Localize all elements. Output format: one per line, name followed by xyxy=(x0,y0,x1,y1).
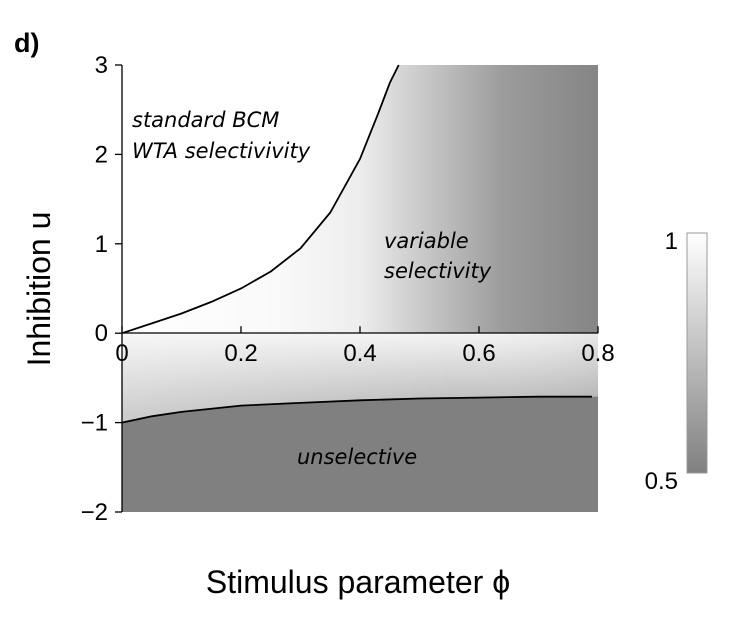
y-tick-label: −1 xyxy=(81,410,108,437)
y-tick-label: 3 xyxy=(95,52,108,79)
unselective-region-fill xyxy=(122,396,598,512)
y-axis-title: Inhibition u xyxy=(21,212,57,367)
y-tick-label: 1 xyxy=(95,231,108,258)
annotation-wta-line2: WTA selectivivity xyxy=(132,139,311,163)
y-tick-label: 2 xyxy=(95,141,108,168)
y-axis-ticks: 3 2 1 0 −1 −2 xyxy=(81,52,122,526)
colorbar xyxy=(686,232,708,474)
colorbar-tick-label-max: 1 xyxy=(665,228,678,255)
y-tick-label: −2 xyxy=(81,499,108,526)
x-tick-label: 0.8 xyxy=(581,340,614,367)
upper-boundary-line xyxy=(121,64,400,335)
annotation-wta-line1: standard BCM xyxy=(132,108,279,132)
x-axis-ticks: 0 0.2 0.4 0.6 0.8 xyxy=(115,326,615,367)
x-tick-label: 0.6 xyxy=(462,340,495,367)
annotation-variable-line1: variable xyxy=(384,229,469,253)
x-tick-label: 0.4 xyxy=(343,340,376,367)
annotation-variable-line2: selectivity xyxy=(384,259,492,283)
wta-region-fill xyxy=(122,65,399,334)
colorbar-tick-label-min: 0.5 xyxy=(645,468,678,495)
x-axis-title: Stimulus parameter ϕ xyxy=(206,564,510,600)
x-tick-label: 0 xyxy=(115,340,128,367)
x-tick-label: 0.2 xyxy=(224,340,257,367)
annotation-unselective: unselective xyxy=(297,445,417,469)
y-tick-label: 0 xyxy=(95,320,108,347)
panel-label: d) xyxy=(14,28,39,58)
lower-boundary-line xyxy=(121,395,592,424)
